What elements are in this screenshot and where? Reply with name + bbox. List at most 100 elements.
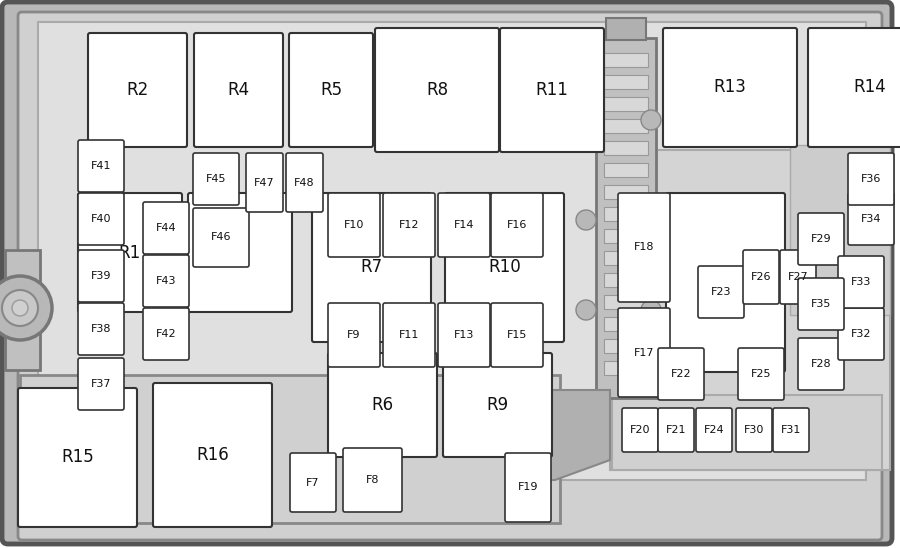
Bar <box>20 375 560 523</box>
Text: F23: F23 <box>711 287 731 297</box>
Text: R4: R4 <box>228 81 249 99</box>
Text: R5: R5 <box>320 81 342 99</box>
Text: F42: F42 <box>156 329 176 339</box>
Circle shape <box>12 300 28 316</box>
FancyBboxPatch shape <box>738 348 784 400</box>
Bar <box>612 395 882 470</box>
Bar <box>604 207 648 221</box>
FancyBboxPatch shape <box>663 28 797 147</box>
Text: R11: R11 <box>536 81 569 99</box>
Text: F26: F26 <box>751 272 771 282</box>
Bar <box>604 317 648 331</box>
FancyBboxPatch shape <box>143 255 189 307</box>
Bar <box>604 53 648 67</box>
Text: R9: R9 <box>486 396 508 414</box>
Bar <box>610 150 890 470</box>
FancyBboxPatch shape <box>286 153 323 212</box>
Bar <box>606 18 646 40</box>
Text: R8: R8 <box>426 81 448 99</box>
Text: F15: F15 <box>507 330 527 340</box>
Text: R15: R15 <box>61 448 94 466</box>
Text: F47: F47 <box>254 178 274 187</box>
Bar <box>604 163 648 177</box>
Text: R16: R16 <box>196 446 229 464</box>
Text: F48: F48 <box>294 178 315 187</box>
Text: R3: R3 <box>229 243 251 261</box>
FancyBboxPatch shape <box>773 408 809 452</box>
FancyBboxPatch shape <box>658 408 694 452</box>
Text: F12: F12 <box>399 220 419 230</box>
Text: F32: F32 <box>850 329 871 339</box>
Text: R7: R7 <box>360 259 382 277</box>
Bar <box>5 250 40 370</box>
Text: F43: F43 <box>156 276 176 286</box>
Text: F7: F7 <box>306 477 319 488</box>
Circle shape <box>2 290 38 326</box>
FancyBboxPatch shape <box>383 303 435 367</box>
FancyBboxPatch shape <box>838 308 884 360</box>
Text: F11: F11 <box>399 330 419 340</box>
Bar <box>604 339 648 353</box>
FancyBboxPatch shape <box>143 308 189 360</box>
FancyBboxPatch shape <box>88 33 187 147</box>
FancyBboxPatch shape <box>153 383 272 527</box>
FancyBboxPatch shape <box>78 303 124 355</box>
FancyBboxPatch shape <box>194 33 283 147</box>
Text: F35: F35 <box>811 299 832 309</box>
Bar <box>790 145 890 315</box>
Text: F30: F30 <box>743 425 764 435</box>
Bar <box>596 38 656 398</box>
FancyBboxPatch shape <box>658 348 704 400</box>
FancyBboxPatch shape <box>780 250 816 304</box>
Bar <box>604 97 648 111</box>
FancyBboxPatch shape <box>838 256 884 308</box>
Text: F46: F46 <box>211 232 231 243</box>
Text: F8: F8 <box>365 475 379 485</box>
Circle shape <box>576 110 596 130</box>
Text: F14: F14 <box>454 220 474 230</box>
FancyBboxPatch shape <box>491 303 543 367</box>
Text: F41: F41 <box>91 161 112 171</box>
FancyBboxPatch shape <box>188 193 292 312</box>
Text: F16: F16 <box>507 220 527 230</box>
Polygon shape <box>540 390 610 480</box>
Text: F24: F24 <box>704 425 725 435</box>
Text: F21: F21 <box>666 425 686 435</box>
Bar <box>604 141 648 155</box>
Bar <box>604 251 648 265</box>
FancyBboxPatch shape <box>622 408 658 452</box>
FancyBboxPatch shape <box>78 250 124 302</box>
Text: F28: F28 <box>811 359 832 369</box>
Text: F33: F33 <box>850 277 871 287</box>
Bar <box>604 75 648 89</box>
FancyBboxPatch shape <box>193 208 249 267</box>
Circle shape <box>641 110 661 130</box>
Circle shape <box>576 210 596 230</box>
Text: F39: F39 <box>91 271 112 281</box>
Bar <box>604 119 648 133</box>
Text: F36: F36 <box>860 174 881 184</box>
FancyBboxPatch shape <box>18 388 137 527</box>
Text: F27: F27 <box>788 272 808 282</box>
FancyBboxPatch shape <box>848 153 894 205</box>
FancyBboxPatch shape <box>505 453 551 522</box>
Circle shape <box>0 276 52 340</box>
FancyBboxPatch shape <box>78 193 182 312</box>
Text: F31: F31 <box>781 425 801 435</box>
Text: R2: R2 <box>126 81 148 99</box>
FancyBboxPatch shape <box>798 213 844 265</box>
Text: R10: R10 <box>488 259 521 277</box>
FancyBboxPatch shape <box>78 140 124 192</box>
FancyBboxPatch shape <box>290 453 336 512</box>
FancyBboxPatch shape <box>618 308 670 397</box>
Circle shape <box>641 210 661 230</box>
Text: F37: F37 <box>91 379 112 389</box>
FancyBboxPatch shape <box>78 358 124 410</box>
Bar <box>604 295 648 309</box>
FancyBboxPatch shape <box>443 353 552 457</box>
FancyBboxPatch shape <box>438 303 490 367</box>
Text: R6: R6 <box>372 396 393 414</box>
Bar <box>604 185 648 199</box>
Text: F10: F10 <box>344 220 364 230</box>
FancyBboxPatch shape <box>328 193 380 257</box>
